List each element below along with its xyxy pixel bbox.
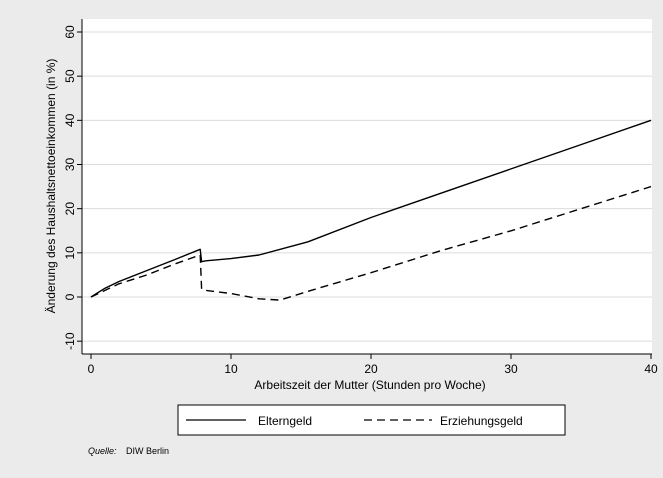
y-tick-label: 60 [63,25,77,39]
x-tick-label: 40 [644,362,658,376]
y-tick-label: -10 [63,332,77,350]
legend: Elterngeld Erziehungsgeld [177,404,566,436]
y-tick-label: 10 [63,246,77,260]
x-tick-label: 20 [364,362,378,376]
x-tick-label: 10 [224,362,238,376]
y-tick-label: 20 [63,202,77,216]
y-tick-label: 30 [63,158,77,172]
y-tick-label: 0 [63,293,77,300]
source-label: Quelle: [88,446,117,456]
axes [77,19,652,359]
tick-labels: -10 0 10 20 30 40 50 60 0 10 20 30 40 [63,25,658,376]
source-value: DIW Berlin [126,446,169,456]
series-line-elterngeld [90,119,652,298]
y-axis-title: Änderung des Haushaltsnettoeinkommen (in… [44,59,58,314]
gridlines [82,31,652,342]
x-tick-label: 0 [88,362,95,376]
y-tick-label: 40 [63,113,77,127]
series-lines [90,119,652,301]
series-line-erziehungsgeld [90,185,652,301]
y-tick-label: 50 [63,69,77,83]
x-axis-title: Arbeitszeit der Mutter (Stunden pro Woch… [254,378,485,392]
x-tick-label: 30 [504,362,518,376]
plot-area [82,19,652,354]
legend-label-elterngeld: Elterngeld [258,414,312,428]
legend-label-erziehungsgeld: Erziehungsgeld [440,414,523,428]
